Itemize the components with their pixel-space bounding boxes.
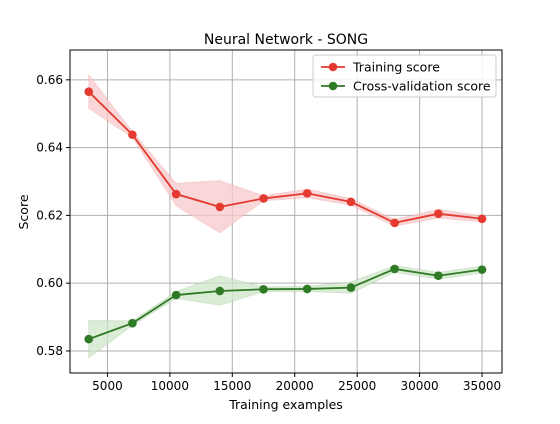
x-tick-label: 10000	[151, 379, 189, 393]
training-score-point	[215, 202, 225, 212]
cv-score-point	[84, 334, 94, 344]
y-tick-label: 0.60	[36, 276, 63, 290]
cv-score-point	[477, 265, 487, 274]
legend: Training score Cross-validation score	[312, 54, 497, 98]
training-score-point	[128, 130, 137, 140]
plot-area-frame	[69, 49, 503, 374]
cv-score-line	[88, 268, 483, 340]
x-tick-label: 20000	[276, 379, 314, 393]
cv-score-point	[390, 264, 399, 274]
y-axis-ticks: 0.58 0.60 0.62 0.64 0.66	[36, 73, 70, 358]
training-score-point	[390, 218, 399, 228]
training-confidence-band	[88, 73, 483, 234]
x-axis-label: Training examples	[228, 397, 343, 412]
cv-legend-marker	[328, 81, 338, 91]
legend-box	[312, 54, 497, 98]
x-tick-label: 15000	[213, 379, 251, 393]
training-score-line	[88, 91, 483, 224]
y-tick-label: 0.62	[36, 208, 63, 222]
y-tick-label: 0.66	[36, 73, 63, 87]
x-axis-ticks: 5000 10000 15000 20000 25000 30000 35000	[92, 373, 501, 393]
cv-score-point	[171, 290, 181, 300]
training-score-point	[171, 189, 181, 199]
chart-title: Neural Network - SONG	[204, 32, 368, 48]
cv-score-point	[434, 271, 443, 281]
training-legend-label: Training score	[352, 60, 440, 75]
series-lines	[88, 91, 483, 340]
training-score-point	[259, 194, 268, 203]
cv-confidence-band	[88, 265, 483, 359]
cv-legend-label: Cross-validation score	[353, 79, 491, 94]
training-score-point	[84, 87, 94, 96]
x-tick-label: 5000	[92, 379, 123, 393]
cv-score-point	[259, 284, 268, 294]
cv-score-point	[215, 286, 225, 296]
cv-score-point	[302, 284, 312, 294]
training-score-point	[302, 189, 312, 198]
y-tick-label: 0.64	[36, 141, 63, 155]
cv-score-point	[128, 318, 137, 328]
training-score-point	[434, 209, 443, 219]
x-tick-label: 30000	[401, 379, 439, 393]
x-tick-label: 25000	[338, 379, 376, 393]
training-legend-marker	[328, 62, 338, 72]
training-score-point	[346, 197, 356, 207]
x-tick-label: 35000	[463, 379, 501, 393]
y-axis-label: Score	[16, 194, 31, 229]
y-tick-label: 0.58	[36, 344, 63, 358]
series-points	[84, 87, 487, 344]
cv-score-point	[346, 283, 356, 292]
training-score-point	[477, 214, 487, 224]
